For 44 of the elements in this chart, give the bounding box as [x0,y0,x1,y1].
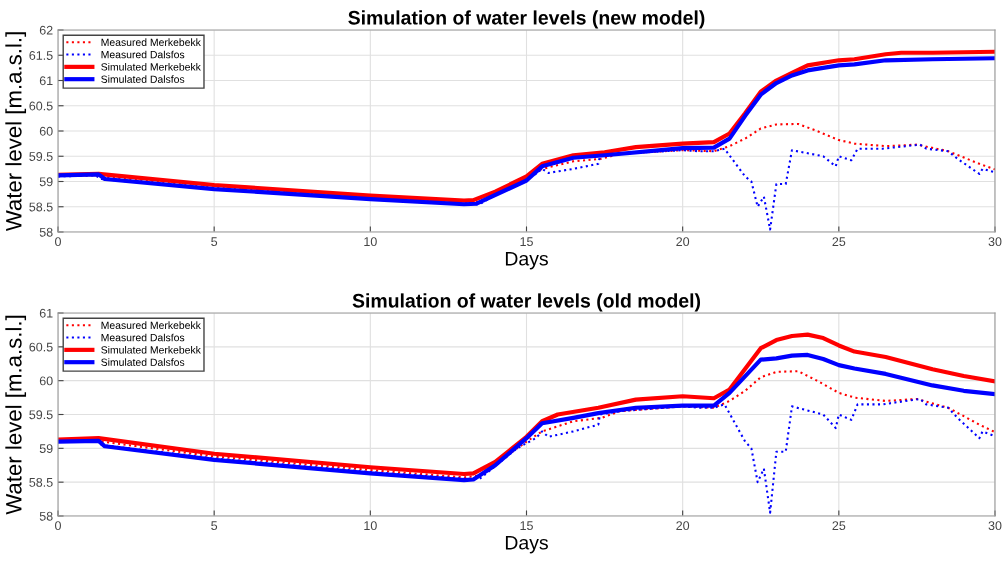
x-axis-title: Days [505,252,548,270]
y-tick-label: 58.5 [29,202,53,212]
y-tick-label: 60 [39,126,53,136]
x-tick-label: 5 [211,521,218,531]
y-tick-label: 58 [39,227,53,237]
x-tick-label: 30 [988,521,1002,531]
y-tick-label: 59 [39,177,53,187]
x-tick-label: 15 [520,237,533,247]
x-tick-label: 25 [832,521,846,531]
legend-label: Measured Merkebekk [101,38,201,46]
x-tick-label: 0 [55,521,61,531]
y-tick-label: 60 [39,376,53,386]
x-tick-label: 5 [211,237,218,247]
x-tick-label: 15 [520,521,533,531]
y-tick-label: 61 [39,308,53,318]
legend-label: Measured Merkebekk [101,321,201,329]
x-tick-label: 30 [988,237,1002,247]
chart-title: Simulation of water levels (old model) [352,293,701,312]
x-tick-label: 10 [364,237,377,247]
y-tick-label: 58 [39,511,53,521]
y-tick-label: 59.5 [29,410,53,420]
y-tick-label: 61.5 [29,51,53,60]
legend-label: Simulated Merkebekk [101,62,201,71]
chart-title: Simulation of water levels (new model) [348,10,705,29]
y-tick-label: 59.5 [29,152,53,161]
legend-label: Measured Dalsfos [101,50,185,59]
x-tick-label: 25 [832,237,846,247]
y-tick-label: 60.5 [29,101,53,111]
legend-label: Simulated Merkebekk [101,345,201,354]
y-axis-title: Water level [m.a.s.l.] [5,315,27,515]
x-tick-label: 10 [364,521,377,531]
y-tick-label: 60.5 [29,342,53,352]
x-tick-label: 20 [676,237,690,247]
legend-label: Simulated Dalsfos [101,358,185,366]
y-tick-label: 59 [39,444,53,453]
x-axis-title: Days [505,536,548,554]
y-tick-label: 58.5 [29,477,53,487]
y-tick-label: 61 [39,76,53,86]
legend-label: Simulated Dalsfos [101,75,185,83]
y-tick-label: 62 [39,25,53,35]
legend-label: Measured Dalsfos [101,333,185,342]
y-axis-title: Water level [m.a.s.l.] [5,32,27,232]
x-tick-label: 20 [676,521,690,531]
x-tick-label: 0 [55,237,61,247]
